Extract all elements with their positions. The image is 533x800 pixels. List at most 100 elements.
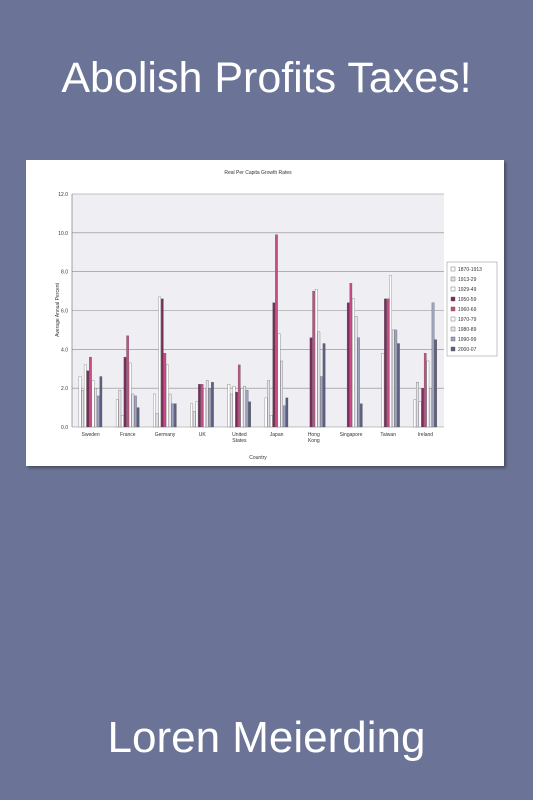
legend-entry: 1950-59 [458, 297, 477, 303]
bar [312, 290, 315, 428]
bar [158, 296, 161, 428]
bar [434, 339, 437, 428]
bar [198, 384, 201, 428]
bar [426, 360, 430, 428]
bar [205, 380, 209, 428]
x-tick-label: Ireland [418, 432, 434, 438]
bar [264, 397, 268, 428]
y-tick-label: 10.0 [58, 231, 68, 237]
legend-box [446, 261, 498, 357]
bar [99, 376, 103, 428]
bar [429, 388, 432, 428]
bar [322, 343, 326, 428]
x-axis-label: Country [249, 455, 267, 461]
bar [394, 329, 398, 428]
legend-swatch [450, 316, 456, 322]
x-tick-label: States [232, 438, 247, 444]
bar [163, 353, 167, 428]
bar [349, 283, 353, 428]
legend-swatch [450, 276, 456, 282]
bar [173, 403, 177, 428]
bar [91, 380, 95, 428]
legend-swatch [450, 286, 456, 292]
bar [418, 401, 422, 428]
bar [166, 364, 169, 428]
bar [421, 388, 424, 428]
bar [136, 407, 140, 428]
bar [200, 384, 204, 428]
bar [397, 343, 400, 428]
bar [282, 405, 286, 428]
bar [359, 403, 363, 428]
bar [160, 298, 164, 428]
x-tick-label: Sweden [82, 432, 100, 438]
bar-chart: Real Per Capita Growth Rates Average Ann… [55, 170, 498, 461]
bar [240, 388, 244, 428]
bar [354, 316, 358, 428]
legend-entry: 1980-89 [458, 327, 477, 333]
legend: 1870-1913 1913-29 1929-49 1950-59 1960-69 197… [446, 261, 498, 357]
bar [413, 399, 417, 428]
x-tick-label: Germany [155, 432, 176, 438]
bar [83, 364, 87, 428]
bar [131, 393, 135, 428]
bar [227, 384, 231, 428]
x-tick-label: Taiwan [380, 432, 396, 438]
bar [280, 360, 283, 428]
legend-swatch [450, 326, 456, 332]
y-tick-label: 0.0 [61, 425, 68, 431]
bar [211, 382, 214, 428]
bar [237, 364, 241, 428]
bar [232, 386, 236, 428]
bar [423, 353, 427, 428]
legend-swatch [450, 306, 456, 312]
chart-title: Real Per Capita Growth Rates [224, 170, 292, 176]
legend-entry: 1960-69 [458, 307, 477, 313]
bar [153, 393, 156, 428]
bars [78, 234, 437, 428]
bar [275, 234, 278, 428]
legend-entry: 1990-99 [458, 337, 477, 343]
bar [357, 337, 360, 428]
legend-swatch [450, 266, 456, 272]
x-tick-label: Japan [270, 432, 284, 438]
bar [208, 388, 212, 428]
bar [269, 415, 273, 428]
legend-entry: 2000-07 [458, 347, 477, 353]
bar [128, 362, 132, 428]
chart-figure: Real Per Capita Growth Rates Average Ann… [26, 160, 504, 466]
bar [121, 415, 124, 428]
bar [126, 335, 129, 428]
x-tick-label: Kong [308, 438, 320, 444]
bar [78, 376, 82, 428]
axis-ticks: 0.0 2.0 4.0 6.0 8.0 10.0 12.0 Sweden France Germa… [58, 192, 433, 444]
bar [320, 376, 323, 428]
bar [317, 331, 321, 428]
bar [94, 388, 97, 428]
x-tick-label: Singapore [340, 432, 363, 438]
legend-swatch [450, 346, 456, 352]
bar [168, 393, 172, 428]
bar [248, 401, 251, 428]
bar [230, 393, 233, 428]
book-author: Loren Meierding [107, 713, 426, 762]
book-title: Abolish Profits Taxes! [61, 54, 472, 102]
legend-entry: 1913-29 [458, 277, 477, 283]
bar [352, 298, 355, 428]
bar [243, 386, 246, 428]
y-axis-label: Average Annual Percent [55, 282, 61, 336]
bar [235, 391, 238, 428]
bar [171, 403, 174, 428]
bar [346, 302, 350, 428]
bar [431, 302, 435, 428]
bar [309, 337, 313, 428]
y-tick-label: 4.0 [61, 347, 68, 353]
bar [115, 399, 119, 428]
bar [416, 382, 419, 428]
bar [391, 329, 395, 428]
bar [190, 403, 193, 428]
bar [155, 413, 159, 428]
y-tick-label: 12.0 [58, 192, 68, 198]
x-tick-label: France [120, 432, 136, 438]
y-tick-label: 6.0 [61, 309, 68, 315]
